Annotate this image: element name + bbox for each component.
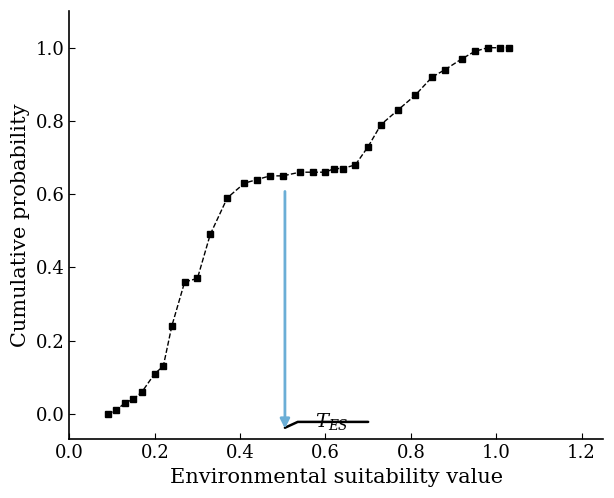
X-axis label: Environmental suitability value: Environmental suitability value [169,468,503,487]
Text: $T_{ES}$: $T_{ES}$ [315,411,349,432]
Y-axis label: Cumulative probability: Cumulative probability [11,104,30,347]
